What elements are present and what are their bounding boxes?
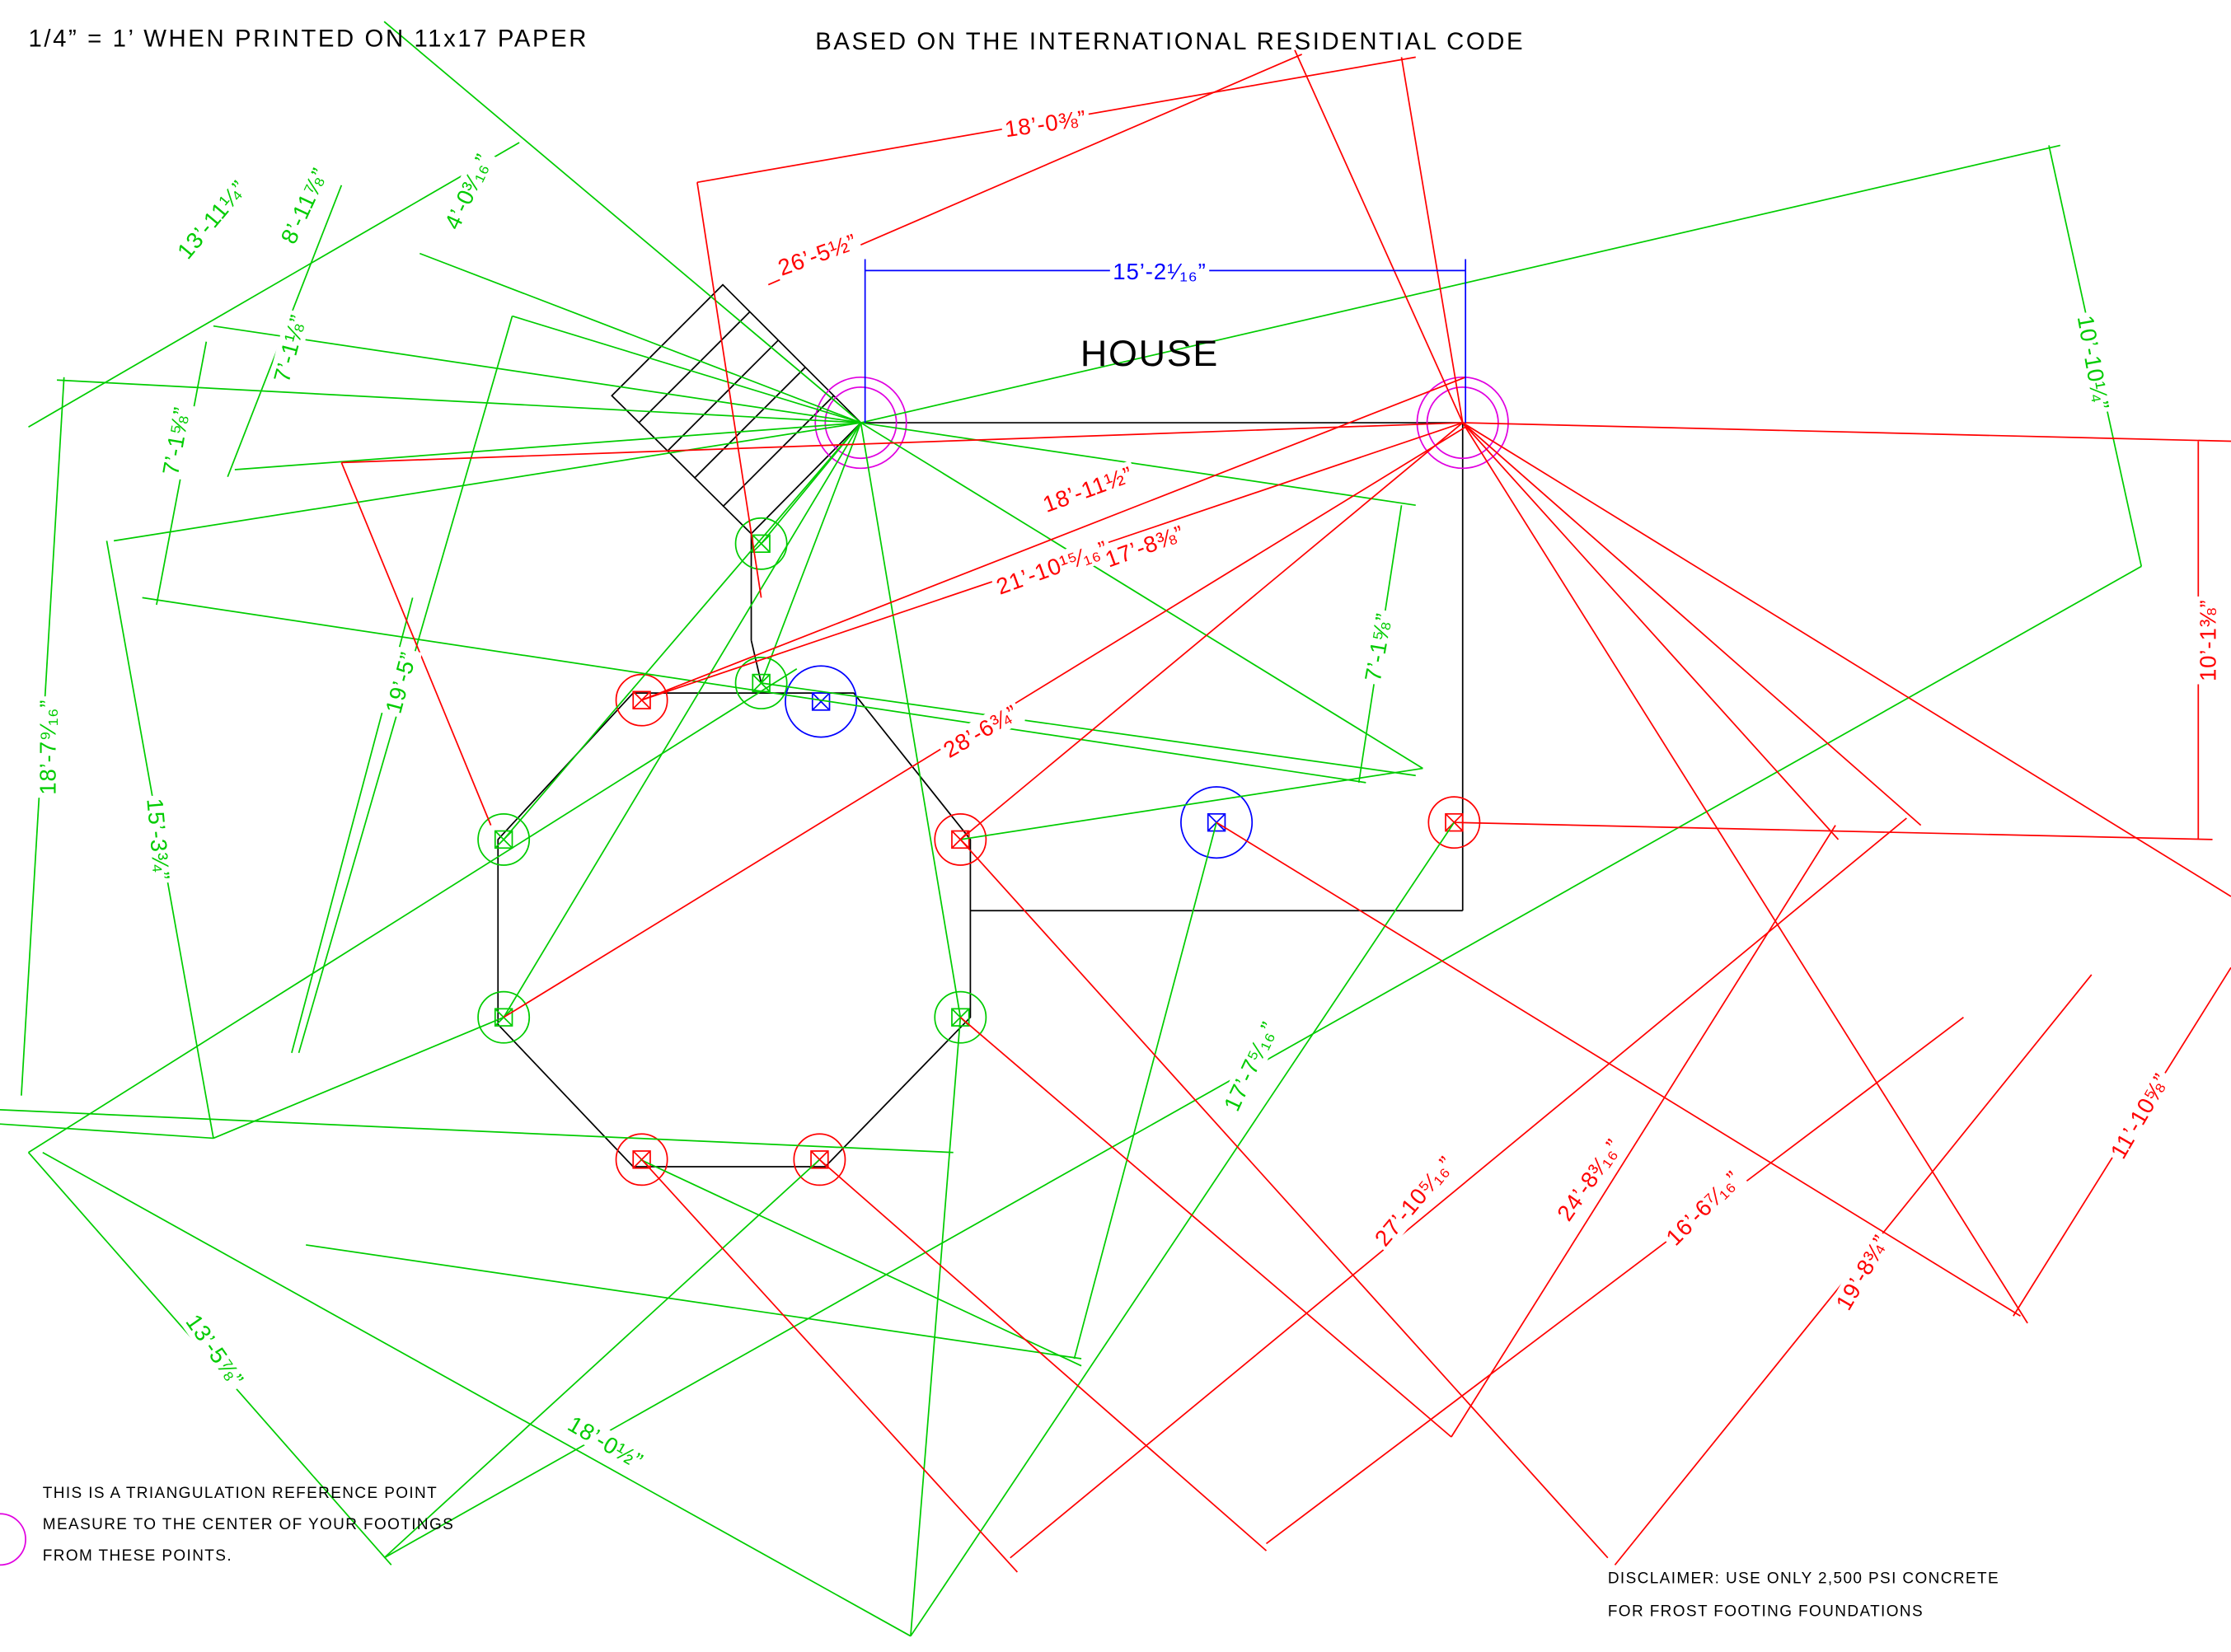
dimension-label: 18’-7⁹⁄₁₆” [35, 700, 61, 795]
legend-line: THIS IS A TRIANGULATION REFERENCE POINT [43, 1485, 438, 1502]
dimension-label: 15’-2¹⁄₁₆” [1113, 259, 1206, 284]
house-label: HOUSE [1080, 332, 1219, 374]
dimension-label: 10’-1⅜” [2195, 599, 2220, 681]
legend-line: FROM THESE POINTS. [43, 1547, 232, 1565]
disclaimer-line: FOR FROST FOOTING FOUNDATIONS [1608, 1603, 1924, 1620]
code-note: BASED ON THE INTERNATIONAL RESIDENTIAL C… [815, 28, 1525, 55]
plan-drawing: 1/4” = 1’ WHEN PRINTED ON 11x17 PAPER BA… [0, 0, 2231, 1652]
legend-line: MEASURE TO THE CENTER OF YOUR FOOTINGS [43, 1516, 454, 1533]
disclaimer-line: DISCLAIMER: USE ONLY 2,500 PSI CONCRETE [1608, 1570, 1999, 1588]
scale-note: 1/4” = 1’ WHEN PRINTED ON 11x17 PAPER [29, 25, 589, 52]
